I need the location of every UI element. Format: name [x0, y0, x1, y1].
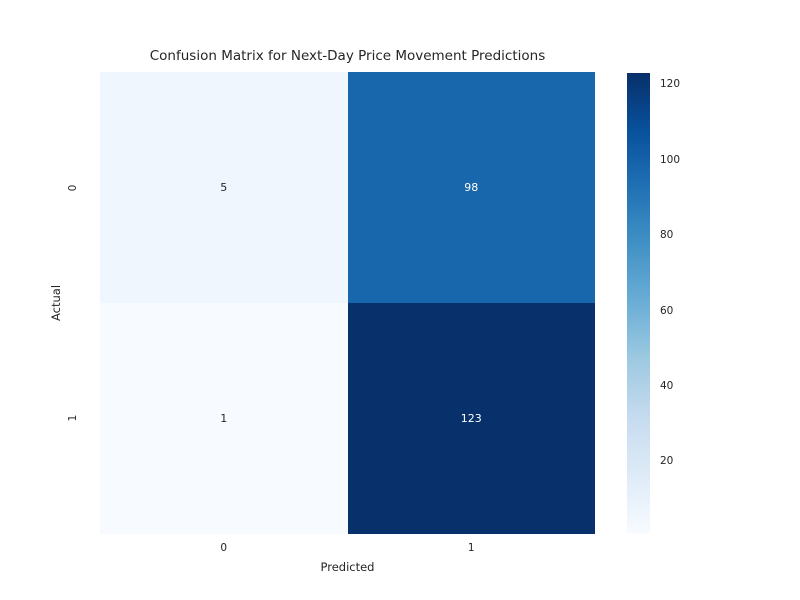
cell-value: 5	[220, 181, 228, 194]
chart-title: Confusion Matrix for Next-Day Price Move…	[149, 48, 546, 64]
heatmap: 5 98 1 123	[100, 72, 595, 534]
colorbar-tick-label: 60	[660, 304, 674, 317]
heatmap-cell-actual0-pred0: 5	[100, 72, 348, 303]
x-tick-label-1: 1	[467, 542, 475, 554]
colorbar-gradient	[627, 73, 650, 533]
colorbar-tick-label: 20	[660, 455, 674, 468]
y-tick-label-1: 1	[67, 414, 79, 421]
colorbar-tick-label: 100	[660, 153, 681, 166]
colorbar-tick-label: 40	[660, 379, 674, 392]
y-tick-label-0: 0	[67, 184, 79, 191]
heatmap-cell-actual1-pred1: 123	[347, 303, 595, 534]
x-tick-label-0: 0	[220, 542, 228, 554]
cell-value: 123	[460, 412, 482, 425]
colorbar: 20 40 60 80 100 120	[627, 73, 680, 533]
heatmap-cell-actual1-pred0: 1	[100, 303, 348, 534]
cell-value: 98	[464, 181, 479, 194]
y-axis-label: Actual	[49, 284, 63, 322]
cell-value: 1	[220, 412, 228, 425]
colorbar-tick-label: 80	[660, 229, 674, 242]
colorbar-ticks: 20 40 60 80 100 120	[627, 73, 680, 533]
x-axis-label: Predicted	[320, 560, 375, 574]
heatmap-cell-actual0-pred1: 98	[347, 72, 595, 303]
colorbar-tick-label: 120	[660, 78, 681, 91]
